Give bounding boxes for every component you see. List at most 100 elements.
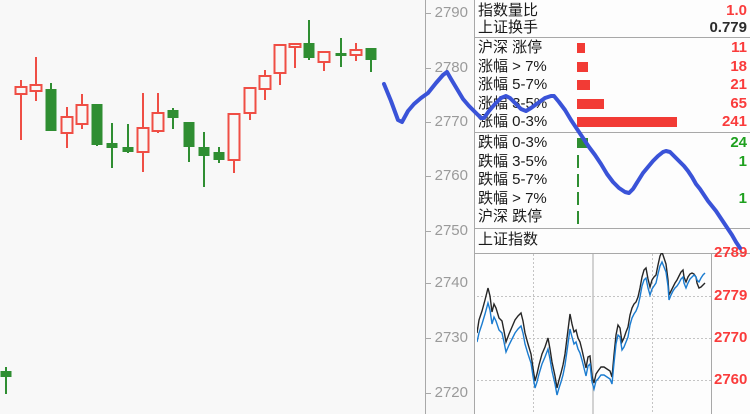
y-axis-label: 2790 [434,4,468,21]
candle-body [213,152,225,160]
distribution-value: 21 [730,76,747,93]
intraday-mini-chart[interactable] [477,253,711,414]
candle-body [91,104,103,145]
mini-chart-top-border [475,253,750,254]
distribution-value: 1 [738,189,747,207]
distribution-value: 65 [730,94,747,112]
distribution-value: 24 [730,134,747,151]
candle-body [303,43,315,58]
mini-chart-title[interactable]: 上证指数 [478,231,539,248]
distribution-bar [577,61,588,72]
distribution-label: 跌幅 0-3% [478,134,548,151]
distribution-label: 跌幅 > 7% [478,189,547,207]
y-axis-tick [425,13,431,14]
distribution-value: 11 [731,39,747,56]
y-axis-label: 2760 [434,167,468,184]
candle-body [14,86,28,95]
y-axis-label: 2730 [434,329,468,346]
kline-canvas [0,20,377,394]
distribution-label: 跌幅 5-7% [478,171,548,188]
distribution-value: 241 [721,113,747,130]
separator [475,37,750,38]
distribution-label: 沪深 跌停 [478,208,543,225]
distribution-label: 涨幅 > 7% [478,57,547,75]
mini-axis-label: 2779 [714,287,748,304]
distribution-bar [577,173,579,187]
y-axis-tick [425,393,431,394]
distribution-bar [577,138,588,148]
separator [475,228,750,229]
candle-body [183,122,195,147]
distribution-bar [577,80,590,90]
kline-chart[interactable] [0,0,424,414]
candle-body [0,371,12,377]
separator [475,132,750,133]
candle-body [273,44,287,74]
distribution-bar [577,210,579,224]
candle-body [365,48,377,60]
candle-body [288,43,302,48]
y-axis-tick [425,283,431,284]
candle-body [258,75,272,90]
stat-value: 0.779 [709,19,747,36]
candle-body [122,147,134,152]
distribution-row[interactable]: 跌幅 > 7% 1 [475,190,750,208]
y-axis-label: 2770 [434,113,468,130]
distribution-bar [577,192,579,205]
candle-body [227,113,241,161]
candle-body [75,104,89,125]
candle-body [243,87,257,114]
mini-axis-label: 2789 [714,244,748,261]
distribution-row[interactable]: 沪深 跌停 [475,208,750,226]
candle-body [317,51,331,63]
stat-row-sh-turnover: 上证换手 0.779 [475,19,750,37]
mini-axis-label: 2770 [714,329,748,346]
candle-body [335,53,347,56]
stat-label: 指数量比 [478,2,539,19]
distribution-bar [577,117,677,127]
distribution-row[interactable]: 跌幅 3-5% 1 [475,153,750,171]
index-blue-line [477,260,706,396]
mini-axis-label: 2760 [714,371,748,388]
distribution-row[interactable]: 沪深 涨停 11 [475,39,750,57]
candle-body [29,84,43,92]
distribution-row[interactable]: 涨幅 > 7% 18 [475,58,750,76]
distribution-row[interactable]: 涨幅 5-7% 21 [475,76,750,94]
distribution-label: 涨幅 5-7% [478,76,548,93]
candle-body [349,49,363,56]
distribution-row[interactable]: 涨幅 0-3% 241 [475,113,750,131]
price-axis-line [425,0,426,414]
distribution-bar [577,98,604,109]
candle-body [136,127,150,153]
y-axis-tick [425,68,431,69]
distribution-bar [577,43,585,53]
distribution-row[interactable]: 涨幅 3-5% 65 [475,95,750,113]
candle-body [198,147,210,156]
distribution-label: 跌幅 3-5% [478,152,548,170]
index-black-line [477,253,706,389]
price-axis: 2790 2780 2770 2760 2750 2740 2730 2720 [425,4,468,401]
y-axis-tick [425,338,431,339]
distribution-label: 涨幅 0-3% [478,113,548,130]
distribution-bar [577,155,579,168]
y-axis-label: 2750 [434,222,468,239]
y-axis-label: 2780 [434,59,468,76]
candle-body [167,110,179,118]
distribution-row[interactable]: 跌幅 0-3% 24 [475,134,750,152]
candle-body [60,116,74,134]
mini-chart-title-row: 上证指数 [475,231,750,249]
candle-body [45,89,57,131]
distribution-value: 1 [738,152,747,170]
candle-body [151,112,165,132]
candle-body [106,143,118,148]
y-axis-label: 2740 [434,274,468,291]
distribution-row[interactable]: 跌幅 5-7% [475,171,750,189]
mini-chart-right-border [711,253,712,414]
stat-value: 1.0 [726,2,747,19]
distribution-label: 沪深 涨停 [478,39,543,56]
distribution-label: 涨幅 3-5% [478,94,548,112]
stat-label: 上证换手 [478,19,539,36]
distribution-value: 18 [730,57,747,75]
y-axis-label: 2720 [434,384,468,401]
